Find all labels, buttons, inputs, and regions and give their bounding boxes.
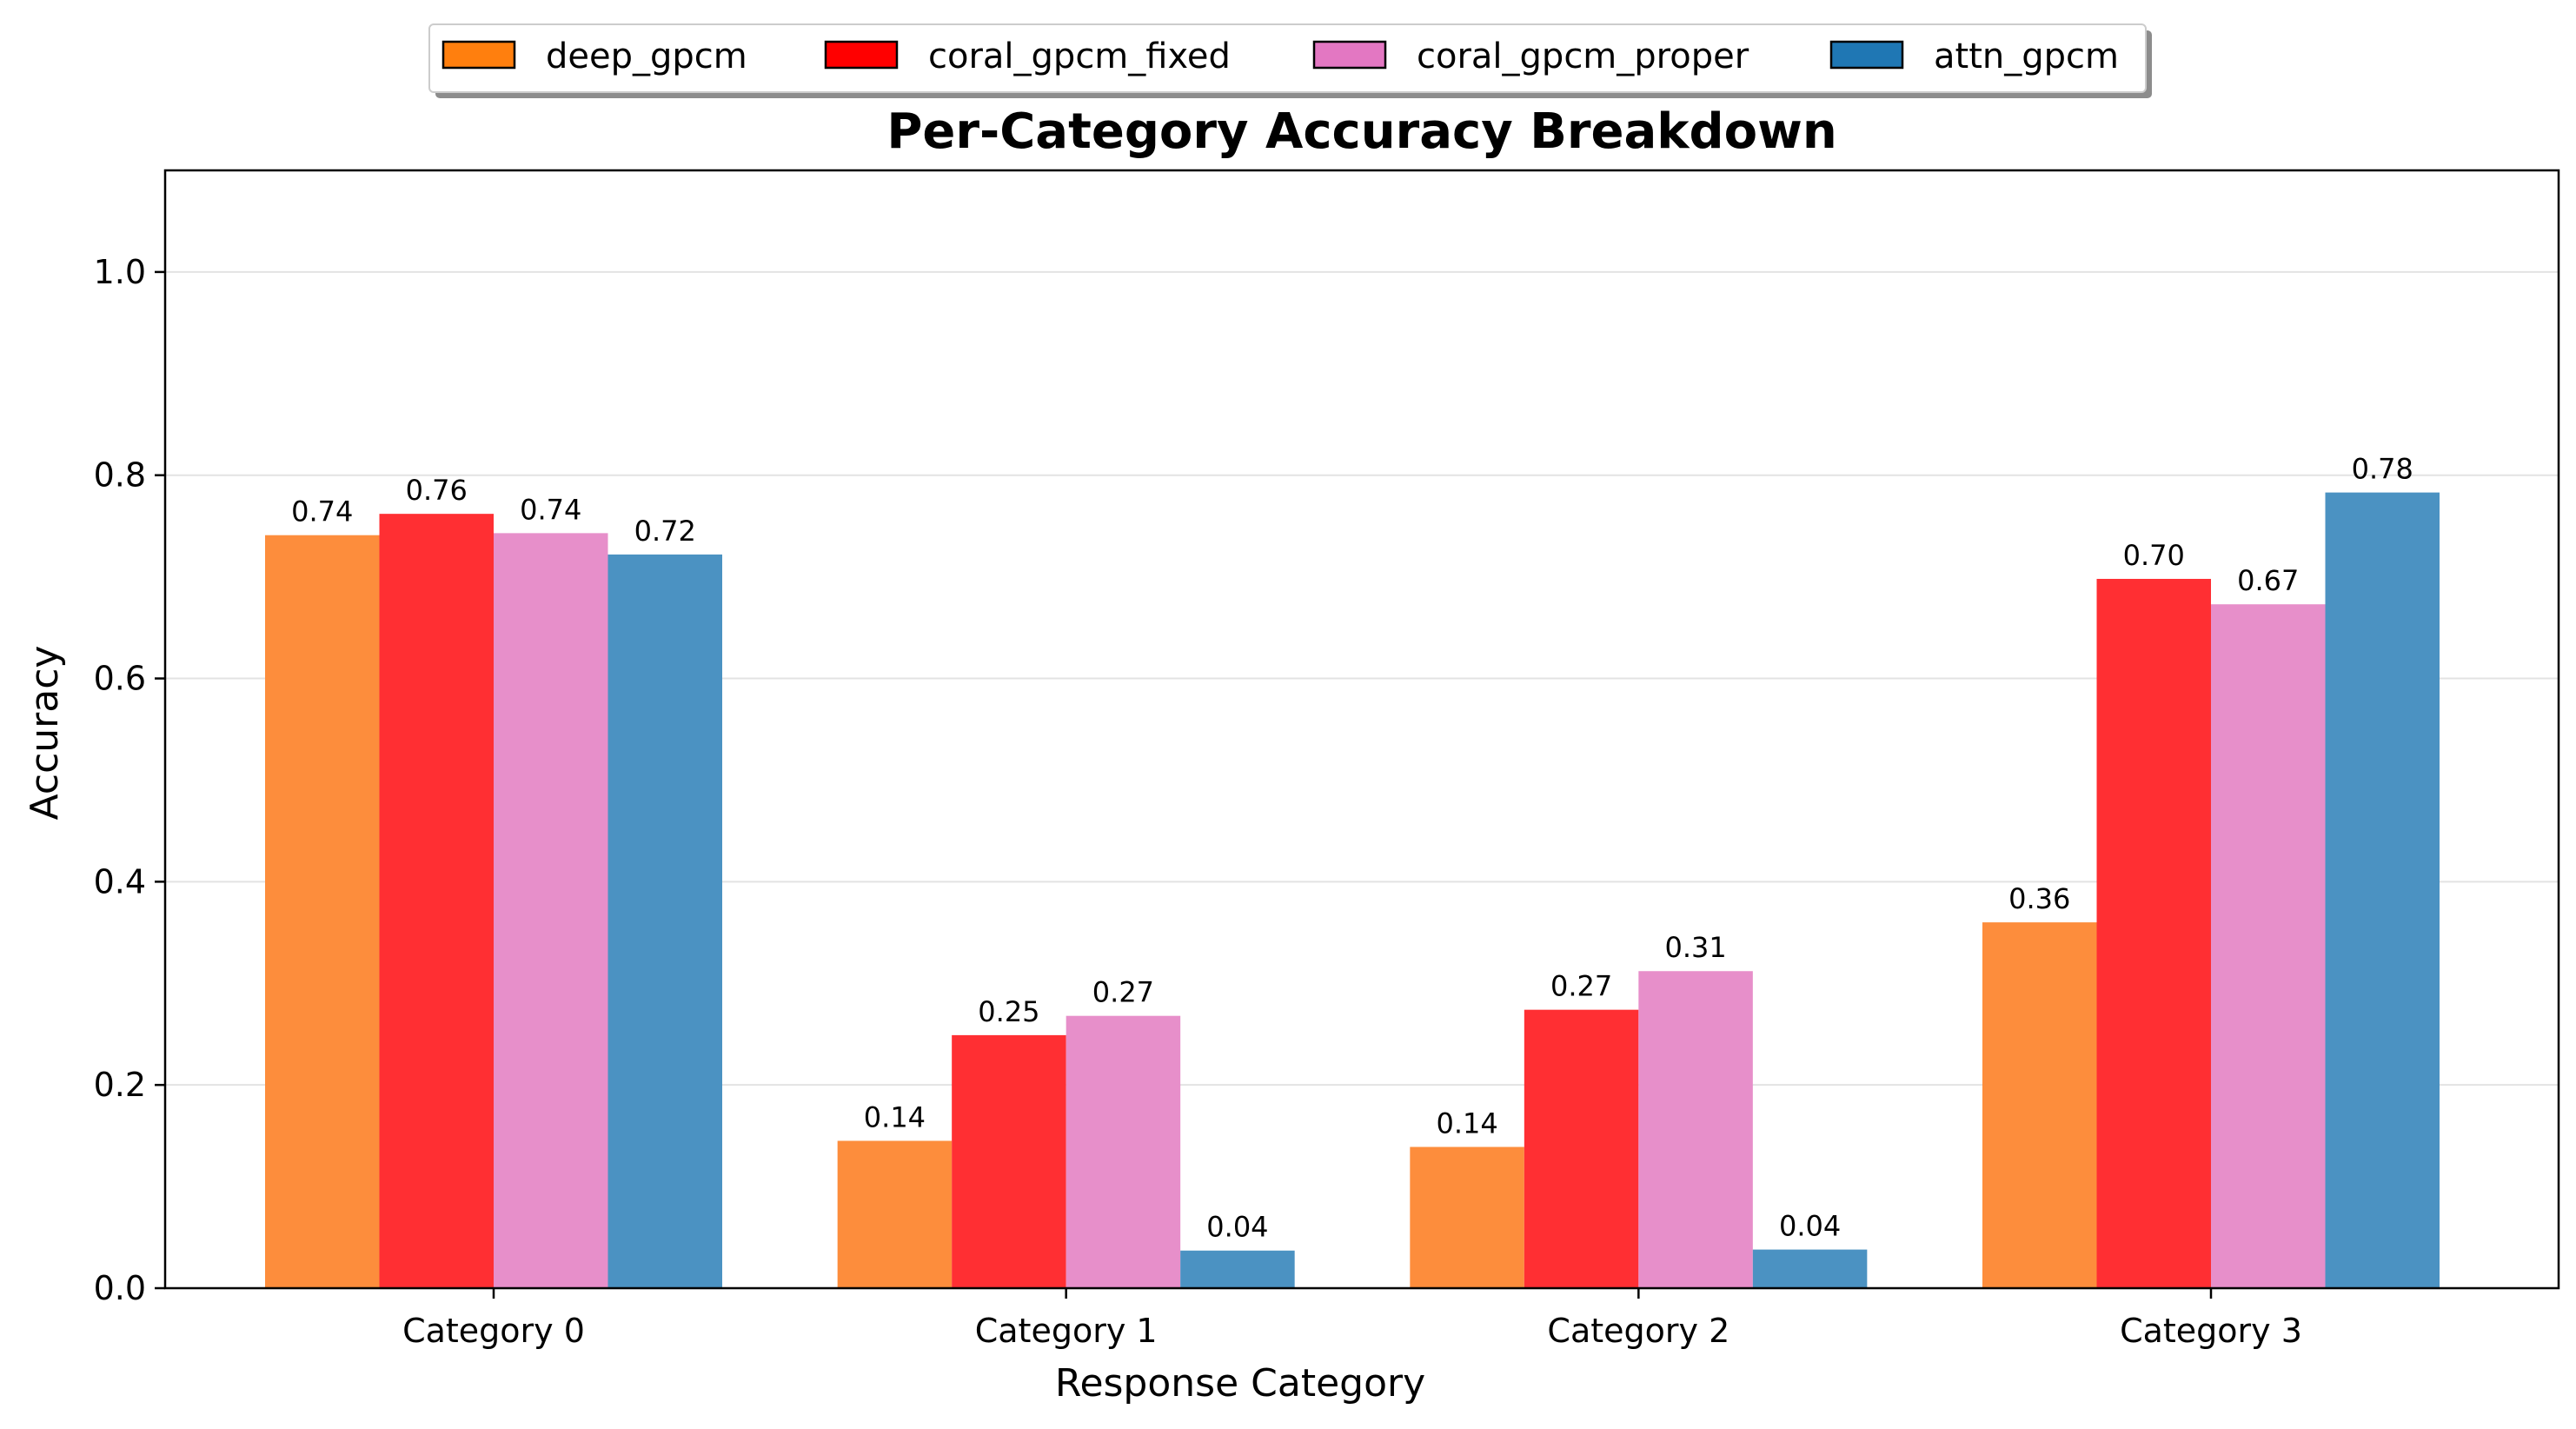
bar-deep_gpcm-1 (837, 1140, 953, 1288)
bar-coral_gpcm_proper-2 (1638, 971, 1753, 1288)
legend-swatch-coral_gpcm_proper (1312, 40, 1387, 70)
data-label: 0.14 (864, 1100, 926, 1133)
legend-label-deep_gpcm: deep_gpcm (546, 37, 747, 76)
y-tick-label: 0.6 (94, 660, 146, 698)
x-tick-label: Category 3 (2120, 1312, 2302, 1350)
data-label: 0.36 (2008, 882, 2070, 915)
data-label: 0.70 (2123, 539, 2185, 572)
data-label: 0.74 (520, 493, 581, 526)
bar-deep_gpcm-2 (1410, 1147, 1524, 1288)
bar-coral_gpcm_fixed-3 (2096, 578, 2211, 1288)
x-tick-label: Category 2 (1547, 1312, 1730, 1350)
bar-coral_gpcm_proper-3 (2211, 604, 2326, 1288)
y-tick-label: 0.8 (94, 456, 146, 495)
legend-label-coral_gpcm_fixed: coral_gpcm_fixed (928, 37, 1231, 76)
y-tick-label: 0.2 (94, 1066, 146, 1104)
data-label: 0.31 (1664, 931, 1726, 964)
data-label: 0.72 (634, 515, 696, 548)
data-label: 0.04 (1206, 1211, 1268, 1244)
bar-coral_gpcm_fixed-1 (952, 1034, 1066, 1288)
bar-deep_gpcm-0 (265, 535, 380, 1288)
data-labels: 0.74 0.76 0.74 0.72 0.14 0.25 0.27 0.04 0.14 0.27… (291, 453, 2413, 1244)
bar-deep_gpcm-3 (1982, 922, 2097, 1288)
bar-coral_gpcm_fixed-0 (379, 514, 494, 1288)
y-tick-label: 0.4 (94, 862, 146, 901)
bar-attn_gpcm-2 (1752, 1249, 1868, 1288)
x-axis-ticks: Category 0 Category 1 Category 2 Category 3 (402, 1288, 2302, 1350)
legend-label-coral_gpcm_proper: coral_gpcm_proper (1417, 37, 1749, 76)
x-tick-label: Category 0 (402, 1312, 585, 1350)
y-tick-label: 0.0 (94, 1269, 146, 1307)
chart-title: Per-Category Accuracy Breakdown (886, 103, 1836, 160)
y-axis-label: Accuracy (23, 646, 67, 821)
data-label: 0.14 (1436, 1107, 1497, 1140)
legend-swatch-deep_gpcm (442, 40, 516, 70)
x-tick-label: Category 1 (975, 1312, 1158, 1350)
bar-coral_gpcm_proper-0 (494, 533, 608, 1288)
data-label: 0.04 (1779, 1210, 1841, 1243)
data-label: 0.76 (406, 474, 468, 507)
bar-attn_gpcm-1 (1180, 1250, 1295, 1288)
data-label: 0.27 (1550, 970, 1612, 1003)
bars (265, 492, 2440, 1288)
data-label: 0.78 (2352, 453, 2413, 486)
bar-coral_gpcm_proper-1 (1066, 1015, 1181, 1288)
y-tick-label: 1.0 (94, 253, 146, 291)
y-axis-ticks: 0.0 0.2 0.4 0.6 0.8 1.0 (94, 253, 165, 1307)
legend: deep_gpcm coral_gpcm_fixed coral_gpcm_prop… (428, 23, 2152, 98)
legend-label-attn_gpcm: attn_gpcm (1934, 37, 2119, 76)
bar-attn_gpcm-3 (2325, 492, 2440, 1288)
legend-swatch-attn_gpcm (1829, 40, 1904, 70)
plot-frame (163, 169, 2560, 1290)
legend-swatch-coral_gpcm_fixed (824, 40, 899, 70)
bar-coral_gpcm_fixed-2 (1524, 1009, 1639, 1288)
data-label: 0.25 (978, 995, 1039, 1028)
data-label: 0.74 (291, 495, 353, 528)
x-axis-label: Response Category (1055, 1361, 1425, 1406)
data-label: 0.27 (1092, 976, 1154, 1009)
data-label: 0.67 (2237, 564, 2299, 597)
bar-attn_gpcm-0 (607, 554, 722, 1288)
